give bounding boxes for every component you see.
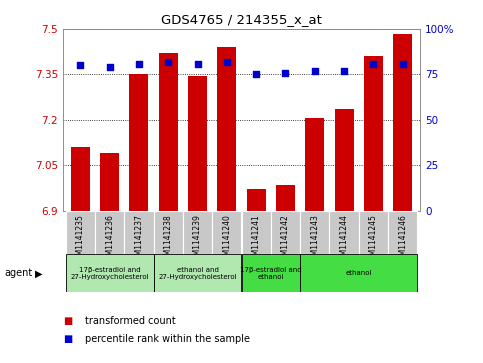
Text: GSM1141246: GSM1141246 [398, 214, 407, 265]
Point [106, 64, 114, 70]
Bar [393, 33, 412, 211]
Bar [66, 254, 154, 292]
Bar [159, 53, 178, 211]
Point [135, 61, 143, 66]
Bar [300, 254, 417, 292]
Text: GSM1141240: GSM1141240 [222, 214, 231, 265]
Point [252, 72, 260, 77]
Bar [359, 211, 388, 254]
Bar [300, 211, 329, 254]
Text: ethanol: ethanol [345, 270, 372, 276]
Point [340, 68, 348, 74]
Bar [364, 56, 383, 211]
Text: GSM1141236: GSM1141236 [105, 214, 114, 265]
Bar [242, 254, 300, 292]
Bar [276, 185, 295, 211]
Bar [154, 254, 242, 292]
Text: GSM1141243: GSM1141243 [310, 214, 319, 265]
Text: ▶: ▶ [35, 268, 43, 278]
Text: transformed count: transformed count [85, 316, 175, 326]
Point [223, 59, 231, 65]
Bar [183, 211, 212, 254]
Title: GDS4765 / 214355_x_at: GDS4765 / 214355_x_at [161, 13, 322, 26]
Bar [71, 147, 90, 211]
Text: ■: ■ [63, 334, 72, 344]
Text: 17β-estradiol and
27-Hydroxycholesterol: 17β-estradiol and 27-Hydroxycholesterol [71, 267, 149, 280]
Bar [188, 76, 207, 211]
Text: percentile rank within the sample: percentile rank within the sample [85, 334, 250, 344]
Bar [129, 74, 148, 211]
Bar [124, 211, 154, 254]
Point [369, 61, 377, 66]
Bar [154, 211, 183, 254]
Text: GSM1141245: GSM1141245 [369, 214, 378, 265]
Bar [335, 109, 354, 211]
Text: GSM1141244: GSM1141244 [340, 214, 349, 265]
Bar [329, 211, 359, 254]
Text: agent: agent [5, 268, 33, 278]
Point [282, 70, 289, 76]
Text: GSM1141242: GSM1141242 [281, 214, 290, 265]
Point [76, 62, 84, 68]
Bar [217, 47, 236, 211]
Point [311, 68, 319, 74]
Text: GSM1141241: GSM1141241 [252, 214, 261, 265]
Text: GSM1141238: GSM1141238 [164, 214, 173, 265]
Bar [100, 153, 119, 211]
Bar [305, 118, 324, 211]
Bar [388, 211, 417, 254]
Bar [271, 211, 300, 254]
Point [164, 59, 172, 65]
Bar [242, 211, 271, 254]
Text: GSM1141235: GSM1141235 [76, 214, 85, 265]
Text: ■: ■ [63, 316, 72, 326]
Text: GSM1141239: GSM1141239 [193, 214, 202, 265]
Bar [247, 189, 266, 211]
Text: GSM1141237: GSM1141237 [134, 214, 143, 265]
Text: 17β-estradiol and
ethanol: 17β-estradiol and ethanol [240, 267, 301, 280]
Bar [95, 211, 124, 254]
Bar [212, 211, 242, 254]
Point [399, 61, 407, 66]
Bar [66, 211, 95, 254]
Point [194, 61, 201, 66]
Text: ethanol and
27-Hydroxycholesterol: ethanol and 27-Hydroxycholesterol [158, 267, 237, 280]
